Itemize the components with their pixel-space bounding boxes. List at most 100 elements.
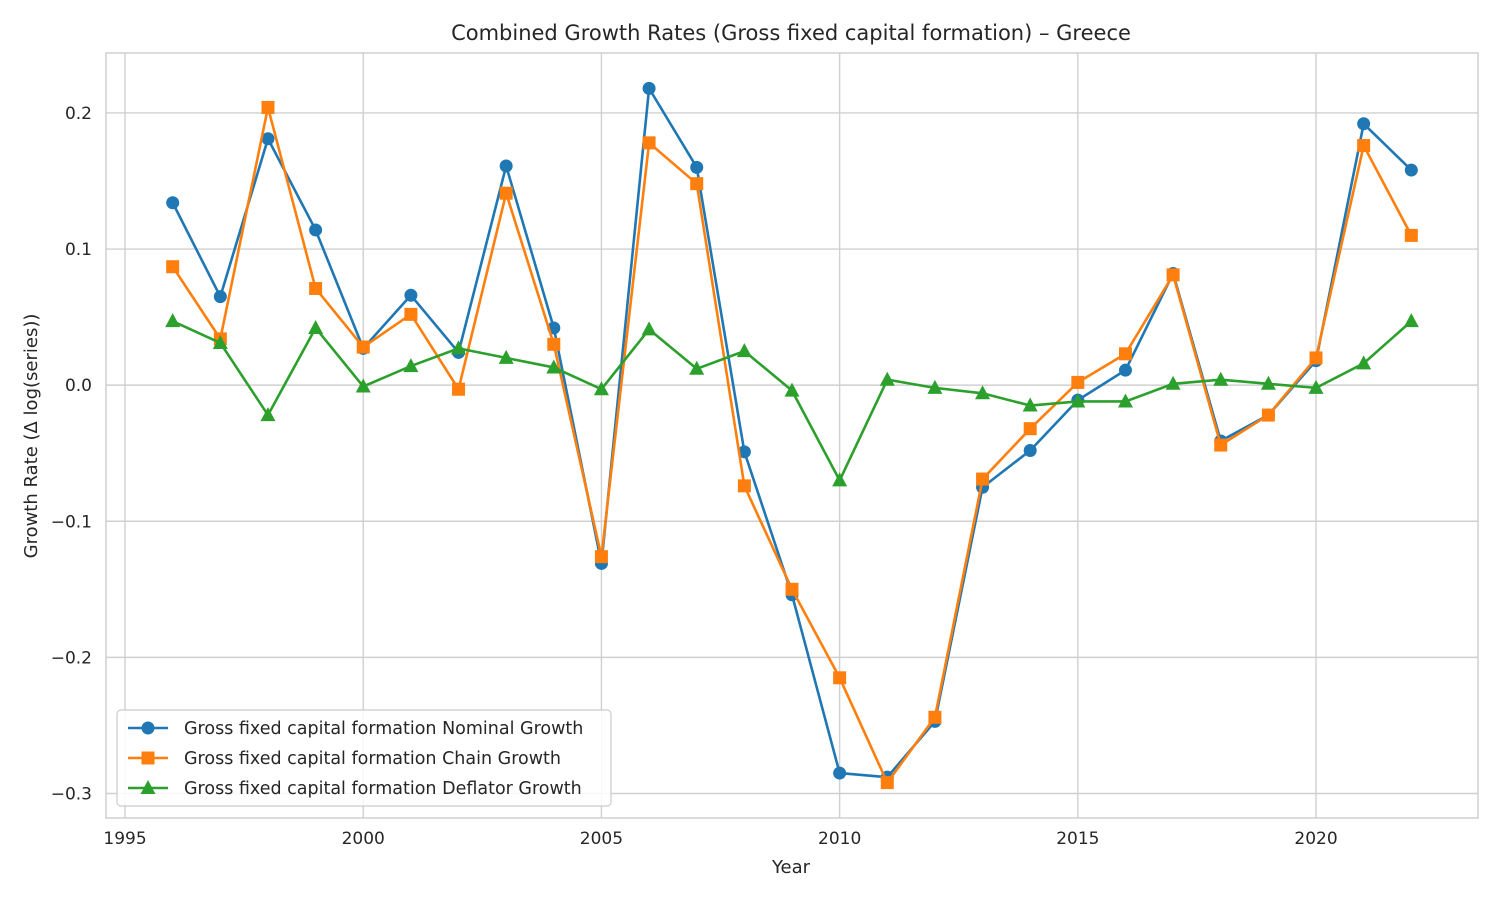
data-point-circle [404, 288, 418, 302]
data-point-circle [642, 81, 656, 95]
series-line [171, 87, 1413, 779]
y-tick-label: 0.0 [65, 376, 92, 396]
data-point-triangle [1356, 355, 1372, 370]
data-point-circle [213, 290, 227, 304]
legend: Gross fixed capital formation Nominal Gr… [116, 709, 612, 807]
y-tick-label: 0.2 [65, 104, 92, 124]
data-point-triangle [736, 343, 752, 358]
y-tick-label: −0.2 [51, 648, 92, 668]
data-point-square [1023, 422, 1037, 436]
data-point-triangle [689, 360, 705, 375]
data-point-square [356, 340, 370, 354]
data-point-square [1404, 228, 1418, 242]
data-point-square [833, 671, 847, 685]
data-point-triangle [1403, 313, 1419, 328]
data-point-square [690, 177, 704, 191]
y-tick-label: −0.1 [51, 512, 92, 532]
data-point-square [261, 100, 275, 114]
data-point-square [594, 550, 608, 564]
data-point-square [785, 582, 799, 596]
data-point-triangle [546, 359, 562, 374]
data-point-square [309, 281, 323, 295]
data-point-triangle [927, 379, 943, 394]
y-tick-label: −0.3 [51, 784, 92, 804]
data-point-circle [833, 766, 847, 780]
data-point-square [1166, 268, 1180, 282]
data-point-triangle [784, 382, 800, 397]
data-point-circle [737, 445, 751, 459]
data-point-square [976, 472, 990, 486]
data-point-square [1118, 347, 1132, 361]
data-point-triangle [975, 385, 991, 400]
data-point-triangle [832, 472, 848, 487]
data-point-triangle [641, 321, 657, 336]
data-point-circle [261, 132, 275, 146]
legend-item: Gross fixed capital formation Chain Grow… [128, 749, 561, 769]
series-triangle [165, 313, 1419, 487]
data-point-square [404, 307, 418, 321]
data-point-triangle [212, 334, 228, 349]
data-point-square [880, 776, 894, 790]
data-point-circle [690, 160, 704, 174]
data-point-circle [499, 159, 513, 173]
legend-marker-square [141, 751, 155, 765]
series-layer [165, 81, 1419, 790]
x-tick-label: 1995 [103, 829, 146, 849]
chart-title: Combined Growth Rates (Gross fixed capit… [451, 21, 1131, 45]
data-point-square [452, 382, 466, 396]
data-point-triangle [1117, 393, 1133, 408]
data-point-triangle [403, 358, 419, 373]
x-tick-label: 2015 [1056, 829, 1099, 849]
x-axis-ticks: 1995 2000 2005 2010 2015 2020 [103, 829, 1337, 849]
data-point-triangle [1070, 393, 1086, 408]
data-point-triangle [1260, 375, 1276, 390]
x-tick-label: 2000 [342, 829, 385, 849]
data-point-triangle [593, 381, 609, 396]
legend-item: Gross fixed capital formation Deflator G… [128, 779, 582, 799]
data-point-square [1357, 139, 1371, 153]
data-point-triangle [1308, 379, 1324, 394]
y-axis-ticks: −0.3 −0.2 −0.1 0.0 0.1 0.2 [51, 104, 92, 805]
x-axis-label: Year [771, 857, 811, 878]
data-point-square [642, 136, 656, 150]
data-point-square [928, 710, 942, 724]
x-tick-label: 2005 [580, 829, 623, 849]
y-tick-label: 0.1 [65, 240, 92, 260]
legend-label: Gross fixed capital formation Nominal Gr… [184, 719, 583, 739]
data-point-square [1214, 438, 1228, 452]
data-point-circle [1404, 163, 1418, 177]
data-point-triangle [498, 349, 514, 364]
data-point-triangle [1165, 375, 1181, 390]
data-point-circle [166, 196, 180, 210]
data-point-square [1071, 375, 1085, 389]
y-axis-label: Growth Rate (Δ log(series)) [21, 314, 42, 559]
legend-label: Gross fixed capital formation Chain Grow… [184, 749, 561, 769]
data-point-circle [1357, 117, 1371, 131]
data-point-triangle [355, 378, 371, 393]
series-square [166, 100, 1418, 790]
legend-marker-triangle [140, 780, 156, 794]
data-point-circle [1118, 363, 1132, 377]
series-circle [166, 81, 1418, 784]
data-point-triangle [879, 371, 895, 386]
data-point-circle [1023, 443, 1037, 457]
legend-frame [116, 709, 612, 807]
data-point-triangle [1213, 371, 1229, 386]
data-point-triangle [308, 319, 324, 334]
data-point-square [1309, 351, 1323, 365]
data-point-triangle [260, 407, 276, 422]
x-tick-label: 2020 [1294, 829, 1337, 849]
data-point-triangle [165, 313, 181, 328]
x-tick-label: 2010 [818, 829, 861, 849]
plot-frame [105, 52, 1479, 819]
data-point-square [166, 260, 180, 274]
grid-lines [106, 53, 1478, 818]
legend-marker-circle [141, 721, 155, 735]
legend-item: Gross fixed capital formation Nominal Gr… [128, 719, 583, 739]
legend-label: Gross fixed capital formation Deflator G… [184, 779, 582, 799]
data-point-triangle [1022, 397, 1038, 412]
data-point-triangle [451, 340, 467, 355]
data-point-circle [309, 223, 323, 237]
data-point-square [547, 337, 561, 351]
